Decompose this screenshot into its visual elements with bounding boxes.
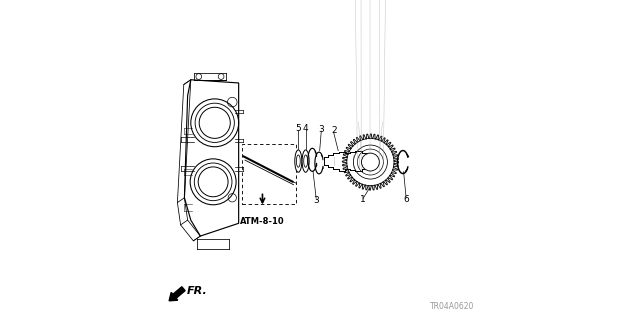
Text: 5: 5 <box>296 124 301 133</box>
Text: 3: 3 <box>314 196 319 205</box>
Text: ATM-8-10: ATM-8-10 <box>240 217 285 226</box>
Text: 4: 4 <box>303 124 308 133</box>
Text: 2: 2 <box>331 126 337 135</box>
Ellipse shape <box>295 150 302 172</box>
Text: 6: 6 <box>403 195 409 204</box>
Text: FR.: FR. <box>187 286 207 296</box>
Polygon shape <box>324 151 371 171</box>
Text: 1: 1 <box>360 195 366 204</box>
Circle shape <box>362 153 380 171</box>
Text: TR04A0620: TR04A0620 <box>430 302 475 311</box>
FancyArrow shape <box>169 287 185 301</box>
Polygon shape <box>342 134 399 190</box>
Text: 3: 3 <box>319 125 324 134</box>
Ellipse shape <box>302 150 309 172</box>
